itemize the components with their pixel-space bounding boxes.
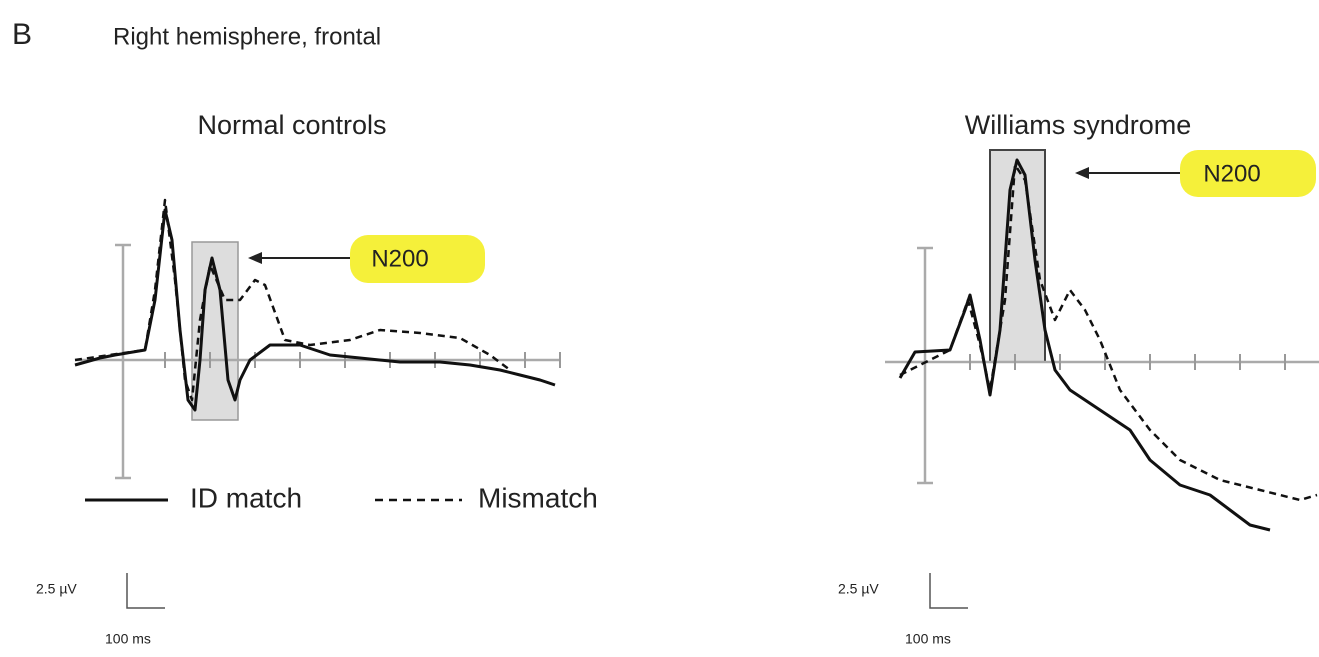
id-match-wave (898, 158, 1271, 532)
figure-title: Right hemisphere, frontal (113, 23, 381, 50)
panel-title: Williams syndrome (965, 110, 1192, 140)
legend-label: Mismatch (478, 482, 598, 513)
panel-williams: Williams syndrome N200 2.5 µV 100 ms (838, 110, 1319, 647)
component-label: N200 (371, 245, 428, 272)
mismatch-wave (74, 198, 511, 402)
label-box (350, 235, 485, 283)
scale-voltage: 2.5 µV (36, 581, 77, 597)
component-label: N200 (1203, 160, 1260, 187)
id-match-wave (74, 208, 556, 412)
mismatch-wave (899, 163, 1318, 502)
legend: ID match Mismatch (85, 482, 598, 513)
window-box (989, 149, 1046, 363)
scale-time: 100 ms (105, 631, 151, 647)
scale-voltage: 2.5 µV (838, 581, 879, 597)
legend-label: ID match (190, 482, 302, 513)
scale-time: 100 ms (905, 631, 951, 647)
scale-bar (126, 573, 165, 609)
time-ticks (969, 354, 1286, 370)
arrow-head (248, 252, 262, 264)
scale-bar (929, 573, 968, 609)
label-box (1180, 150, 1316, 197)
panel-title: Normal controls (197, 110, 386, 140)
panel-letter: B (12, 18, 32, 51)
panel-normal: Normal controls N200 2.5 µV 100 ms (36, 110, 561, 647)
arrow-head (1075, 167, 1089, 179)
